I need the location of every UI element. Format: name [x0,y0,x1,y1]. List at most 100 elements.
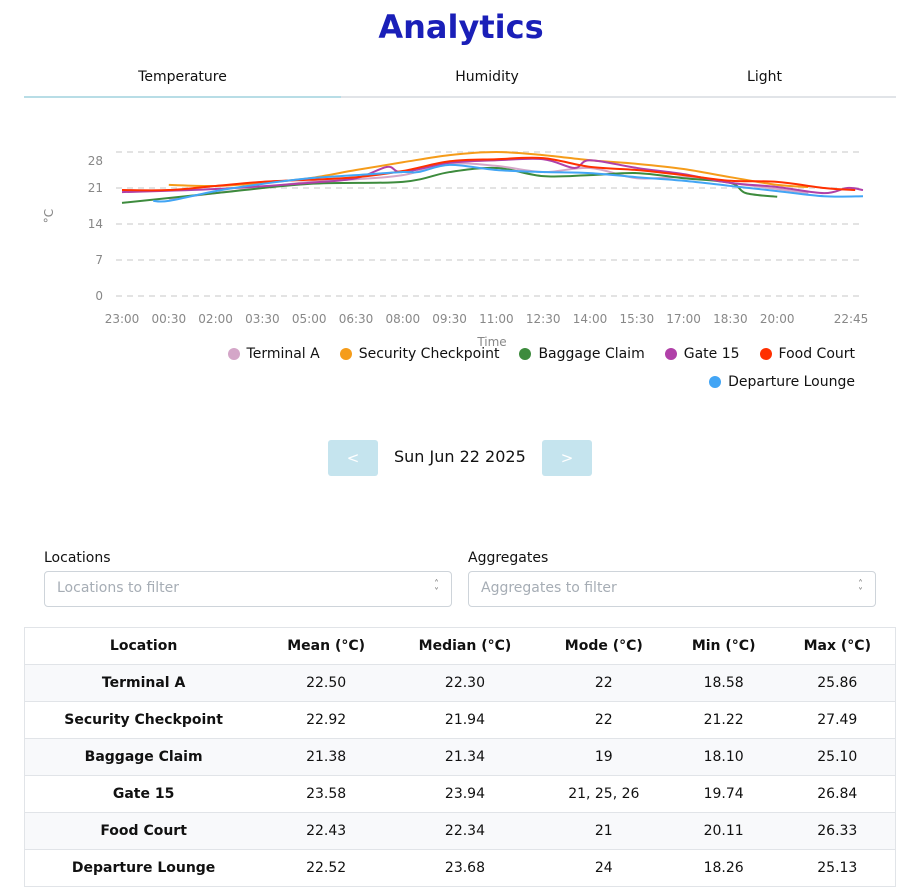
value-cell: 21 [539,812,668,850]
series-line-departure-lounge [153,163,864,203]
value-cell: 22.43 [262,812,391,850]
location-cell: Gate 15 [24,775,263,813]
legend-label: Food Court [778,346,855,362]
value-cell: 22.34 [390,812,540,850]
legend-item[interactable]: Gate 15 [664,345,740,363]
value-cell: 18.58 [667,664,780,702]
previous-day-button[interactable]: < [328,440,378,476]
legend-item[interactable]: Baggage Claim [519,345,645,363]
x-tick-label: 17:00 [666,312,701,326]
y-tick-label: 7 [95,253,103,267]
tab-humidity[interactable]: Humidity [455,69,519,85]
value-cell: 26.33 [779,812,896,850]
legend-label: Departure Lounge [728,374,855,390]
x-tick-label: 05:00 [292,312,327,326]
x-tick-label: 02:00 [198,312,233,326]
table-row: Baggage Claim 21.38 21.34 19 18.10 25.10 [24,738,896,776]
table-row: Terminal A 22.50 22.30 22 18.58 25.86 [24,664,896,702]
value-cell: 22 [539,664,668,702]
tab-bar: Temperature Humidity Light [24,60,896,98]
y-tick-label: 28 [88,154,103,168]
value-cell: 22.52 [262,849,391,887]
x-tick-label: 14:00 [573,312,608,326]
page-title: Analytics [378,8,544,46]
column-header: Median (°C) [390,627,540,665]
legend-item[interactable]: Food Court [759,345,855,363]
series-line-gate-15 [121,157,864,195]
location-cell: Baggage Claim [24,738,263,776]
locations-select[interactable]: Locations to filter ˄ ˅ [44,571,452,607]
x-tick-label: 06:30 [339,312,374,326]
value-cell: 19 [539,738,668,776]
value-cell: 22.50 [262,664,391,702]
temperature-chart: 0 7 14 21 28 23:00 00:30 02:00 03:30 05:00 06:30 08… [42,150,869,349]
value-cell: 23.58 [262,775,391,813]
x-tick-label: 23:00 [105,312,140,326]
x-tick-label: 22:45 [834,312,869,326]
y-tick-label: 14 [88,217,103,231]
column-header: Max (°C) [779,627,896,665]
y-tick-label: 0 [95,289,103,303]
value-cell: 22.30 [390,664,540,702]
locations-label: Locations [44,550,111,566]
column-header: Min (°C) [667,627,780,665]
x-tick-label: 15:30 [620,312,655,326]
value-cell: 18.26 [667,849,780,887]
x-tick-label: 12:30 [526,312,561,326]
x-tick-label: 00:30 [152,312,187,326]
legend-item[interactable]: Departure Lounge [709,373,855,391]
column-header: Mode (°C) [539,627,668,665]
value-cell: 22 [539,701,668,739]
current-date: Sun Jun 22 2025 [394,447,526,466]
table-row: Security Checkpoint 22.92 21.94 22 21.22 27.4… [24,701,896,739]
value-cell: 18.10 [667,738,780,776]
legend-item[interactable]: Terminal A [227,345,320,363]
legend-label: Gate 15 [683,346,740,362]
legend-label: Security Checkpoint [358,346,500,362]
value-cell: 21.34 [390,738,540,776]
table-row: Departure Lounge 22.52 23.68 24 18.26 25.13 [24,849,896,887]
value-cell: 23.94 [390,775,540,813]
y-tick-label: 21 [88,181,103,195]
chevron-up-down-icon: ˄ ˅ [858,579,863,598]
column-header: Location [24,627,263,665]
value-cell: 21.94 [390,701,540,739]
x-tick-label: 18:30 [713,312,748,326]
value-cell: 20.11 [667,812,780,850]
stats-table: Location Mean (°C) Median (°C) Mode (°C)… [24,627,896,887]
value-cell: 25.10 [779,738,896,776]
x-tick-label: 11:00 [479,312,514,326]
table-row: Food Court 22.43 22.34 21 20.11 26.33 [24,812,896,850]
location-cell: Security Checkpoint [24,701,263,739]
series-line-food-court [121,156,856,192]
chart-legend: Terminal A Security Checkpoint Baggage Cla… [210,345,855,391]
location-cell: Terminal A [24,664,263,702]
legend-dot-icon [339,348,352,360]
value-cell: 27.49 [779,701,896,739]
value-cell: 21.38 [262,738,391,776]
x-tick-label: 20:00 [760,312,795,326]
next-day-button[interactable]: > [542,440,592,476]
aggregates-placeholder: Aggregates to filter [481,580,617,596]
legend-label: Baggage Claim [538,346,645,362]
tab-light[interactable]: Light [747,69,782,85]
legend-dot-icon [759,348,772,360]
aggregates-select[interactable]: Aggregates to filter ˄ ˅ [468,571,876,607]
value-cell: 21, 25, 26 [539,775,668,813]
legend-item[interactable]: Security Checkpoint [339,345,500,363]
value-cell: 25.13 [779,849,896,887]
value-cell: 23.68 [390,849,540,887]
legend-dot-icon [664,348,677,360]
value-cell: 26.84 [779,775,896,813]
y-axis-title: °C [42,209,56,223]
location-cell: Departure Lounge [24,849,263,887]
x-tick-label: 03:30 [245,312,280,326]
x-axis-title: Time [476,335,506,349]
table-row: Gate 15 23.58 23.94 21, 25, 26 19.74 26.84 [24,775,896,813]
value-cell: 24 [539,849,668,887]
location-cell: Food Court [24,812,263,850]
chevron-up-down-icon: ˄ ˅ [434,579,439,598]
tab-temperature[interactable]: Temperature [24,60,341,98]
value-cell: 25.86 [779,664,896,702]
x-tick-label: 08:00 [386,312,421,326]
